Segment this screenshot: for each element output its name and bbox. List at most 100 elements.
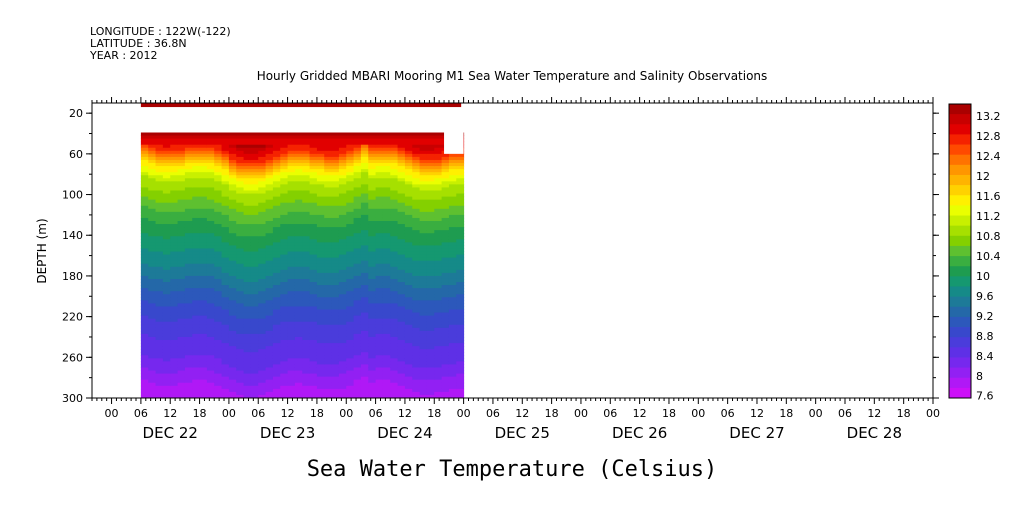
heatmap-cell — [434, 336, 443, 341]
heatmap-cell — [382, 373, 391, 378]
heatmap-cell — [148, 138, 157, 143]
heatmap-cell — [258, 239, 267, 243]
heatmap-cell — [250, 336, 259, 341]
heatmap-cell — [214, 352, 223, 356]
heatmap-cell — [236, 196, 245, 201]
heatmap-cell — [258, 321, 267, 326]
heatmap-cell — [426, 205, 435, 210]
heatmap-cell — [375, 269, 384, 274]
heatmap-cell — [390, 169, 399, 173]
heatmap-cell — [456, 321, 465, 326]
heatmap-cell — [294, 340, 303, 344]
heatmap-cell — [228, 385, 237, 390]
heatmap-cell — [148, 221, 157, 225]
heatmap-cell — [390, 214, 399, 219]
heatmap-cell — [192, 321, 201, 326]
heatmap-cell — [228, 288, 237, 292]
heatmap-cell — [250, 169, 259, 173]
heatmap-cell — [243, 245, 252, 249]
heatmap-cell — [272, 367, 281, 372]
heatmap-cell — [346, 364, 355, 368]
heatmap-cell — [360, 278, 369, 283]
heatmap-cell — [184, 333, 193, 338]
heatmap-cell — [206, 202, 215, 207]
heatmap-cell — [346, 147, 355, 152]
heatmap-cell — [360, 340, 369, 344]
heatmap-cell — [331, 178, 340, 182]
heatmap-cell — [258, 388, 267, 393]
heatmap-cell — [228, 315, 237, 320]
heatmap-cell — [309, 278, 318, 283]
heatmap-cell — [368, 227, 377, 231]
heatmap-cell — [177, 214, 186, 219]
heatmap-cell — [368, 260, 377, 265]
heatmap-cell — [309, 150, 318, 155]
heatmap-cell — [228, 278, 237, 283]
heatmap-cell — [324, 364, 333, 368]
heatmap-cell — [397, 303, 406, 307]
heatmap-cell — [368, 150, 377, 155]
heatmap-cell — [199, 330, 208, 335]
heatmap-cell — [360, 330, 369, 335]
heatmap-cell — [331, 324, 340, 329]
heatmap-cell — [177, 254, 186, 259]
heatmap-cell — [456, 346, 465, 350]
heatmap-cell — [353, 340, 362, 344]
heatmap-cell — [368, 294, 377, 298]
heatmap-cell — [368, 379, 377, 384]
heatmap-cell — [228, 336, 237, 341]
heatmap-cell — [287, 324, 296, 329]
heatmap-cell — [250, 385, 259, 390]
heatmap-cell — [390, 242, 399, 246]
heatmap-cell — [426, 315, 435, 320]
heatmap-cell — [272, 312, 281, 317]
heatmap-cell — [140, 260, 149, 265]
heatmap-cell — [426, 236, 435, 240]
heatmap-cell — [236, 172, 245, 176]
heatmap-cell — [360, 352, 369, 356]
heatmap-cell — [287, 269, 296, 274]
heatmap-cell — [199, 294, 208, 298]
heatmap-cell — [397, 294, 406, 298]
heatmap-cell — [243, 340, 252, 344]
heatmap-cell — [140, 394, 149, 399]
heatmap-cell — [294, 166, 303, 170]
heatmap-cell — [206, 297, 215, 301]
heatmap-cell — [199, 352, 208, 356]
heatmap-cell — [265, 294, 274, 298]
heatmap-cell — [353, 263, 362, 268]
heatmap-cell — [331, 202, 340, 207]
heatmap-cell — [272, 166, 281, 170]
heatmap-cell — [456, 169, 465, 173]
heatmap-cell — [272, 254, 281, 259]
heatmap-cell — [316, 349, 325, 353]
heatmap-cell — [228, 312, 237, 317]
heatmap-cell — [412, 227, 421, 231]
heatmap-cell — [331, 181, 340, 185]
heatmap-cell — [140, 254, 149, 259]
heatmap-cell — [170, 221, 179, 225]
x-tick-label: 18 — [897, 407, 911, 420]
heatmap-cell — [397, 291, 406, 295]
heatmap-cell — [236, 150, 245, 155]
heatmap-cell — [448, 358, 457, 362]
heatmap-cell — [375, 291, 384, 295]
heatmap-cell — [221, 272, 230, 277]
heatmap-cell — [441, 254, 450, 259]
heatmap-cell — [412, 275, 421, 280]
heatmap-cell — [221, 245, 230, 249]
heatmap-cell — [272, 199, 281, 204]
heatmap-cell — [309, 333, 318, 338]
heatmap-cell — [265, 352, 274, 356]
heatmap-cell — [184, 291, 193, 295]
heatmap-cell — [338, 236, 347, 240]
heatmap-cell — [280, 297, 289, 301]
heatmap-cell — [258, 178, 267, 182]
heatmap-cell — [265, 315, 274, 320]
heatmap-cell — [148, 135, 157, 140]
heatmap-cell — [404, 239, 413, 243]
heatmap-cell — [294, 175, 303, 179]
heatmap-cell — [206, 336, 215, 341]
heatmap-cell — [272, 300, 281, 304]
heatmap-cell — [360, 156, 369, 161]
